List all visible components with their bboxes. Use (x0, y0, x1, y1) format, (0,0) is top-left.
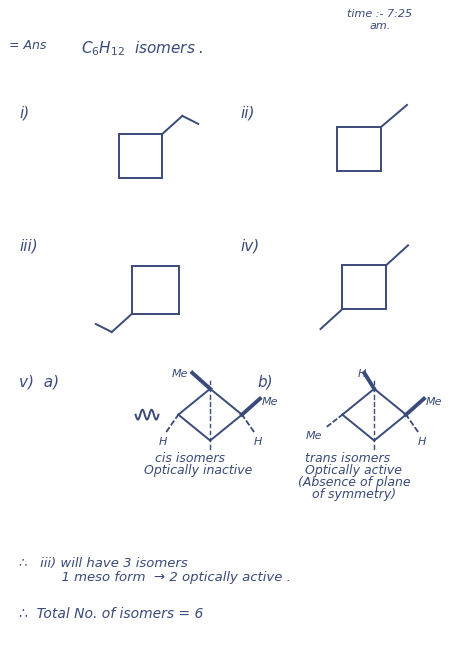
Text: Optically inactive: Optically inactive (144, 464, 252, 477)
Text: ∴   iii) will have 3 isomers: ∴ iii) will have 3 isomers (19, 557, 188, 570)
Bar (337, 127, 381, 171)
Text: (Absence of plane: (Absence of plane (298, 476, 410, 489)
Text: H: H (358, 369, 366, 379)
Text: H: H (158, 436, 167, 447)
Text: = Ans: = Ans (9, 39, 47, 53)
Text: am.: am. (369, 21, 391, 31)
Text: ∴  Total No. of isomers = 6: ∴ Total No. of isomers = 6 (19, 607, 204, 621)
Text: H: H (254, 436, 262, 447)
Text: Optically active: Optically active (305, 464, 401, 477)
Text: of symmetry): of symmetry) (311, 488, 396, 501)
Text: iv): iv) (240, 238, 259, 253)
Text: $C_6H_{12}$  isomers .: $C_6H_{12}$ isomers . (81, 39, 204, 58)
Text: Me: Me (172, 369, 188, 379)
Text: v)  a): v) a) (19, 375, 59, 390)
Text: b): b) (258, 375, 273, 390)
Text: trans isomers: trans isomers (305, 452, 390, 466)
Bar (342, 265, 386, 309)
Bar (132, 266, 179, 314)
Text: Me: Me (426, 397, 442, 407)
Bar (118, 134, 163, 178)
Text: ii): ii) (240, 106, 255, 121)
Text: cis isomers: cis isomers (155, 452, 226, 466)
Text: i): i) (19, 106, 29, 121)
Text: time :- 7:25: time :- 7:25 (347, 9, 412, 19)
Text: 1 meso form  → 2 optically active .: 1 meso form → 2 optically active . (19, 571, 291, 584)
Text: H: H (418, 436, 426, 447)
Text: Me: Me (262, 397, 278, 407)
Text: iii): iii) (19, 238, 38, 253)
Text: Me: Me (306, 431, 322, 441)
